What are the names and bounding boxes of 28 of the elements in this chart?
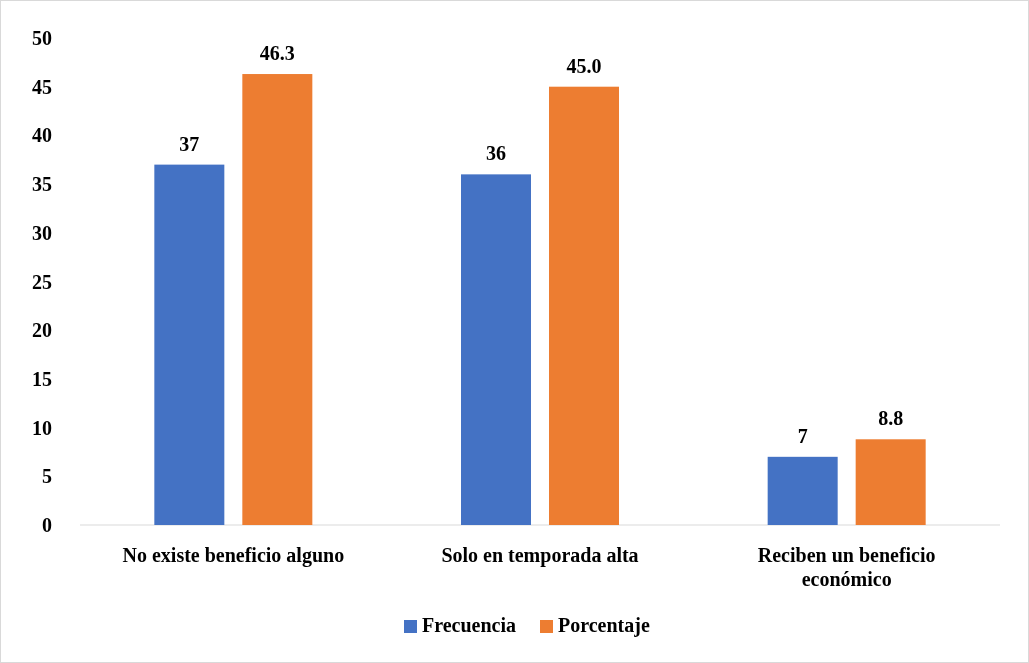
bar <box>154 164 225 525</box>
x-tick-label: Solo en temporada alta <box>441 544 639 567</box>
y-tick-label: 30 <box>32 221 52 244</box>
y-tick-label: 0 <box>42 514 52 536</box>
y-tick-label: 45 <box>32 75 52 98</box>
data-label: 36 <box>486 142 506 165</box>
bar <box>855 439 926 525</box>
data-label: 7 <box>797 424 808 447</box>
y-tick-label: 5 <box>42 465 52 488</box>
bar <box>461 174 531 525</box>
y-tick-label: 35 <box>32 173 52 196</box>
legend-label: Porcentaje <box>558 614 650 637</box>
bar <box>767 456 838 525</box>
x-tick-label: No existe beneficio alguno <box>122 544 345 567</box>
data-label: 45.0 <box>566 54 602 77</box>
data-label: 8.8 <box>878 407 904 430</box>
y-tick-label: 15 <box>32 367 52 390</box>
bar <box>549 86 619 525</box>
legend-label: Frecuencia <box>422 614 517 636</box>
y-tick-label: 20 <box>32 319 52 342</box>
y-tick-label: 40 <box>32 124 52 147</box>
y-tick-label: 50 <box>32 27 52 49</box>
bar <box>242 74 313 525</box>
y-tick-label: 25 <box>32 270 52 293</box>
data-label: 46.3 <box>259 42 295 65</box>
data-label: 37 <box>179 132 200 155</box>
x-tick-label: Reciben un beneficio económico <box>757 544 936 590</box>
y-tick-label: 10 <box>32 416 52 439</box>
